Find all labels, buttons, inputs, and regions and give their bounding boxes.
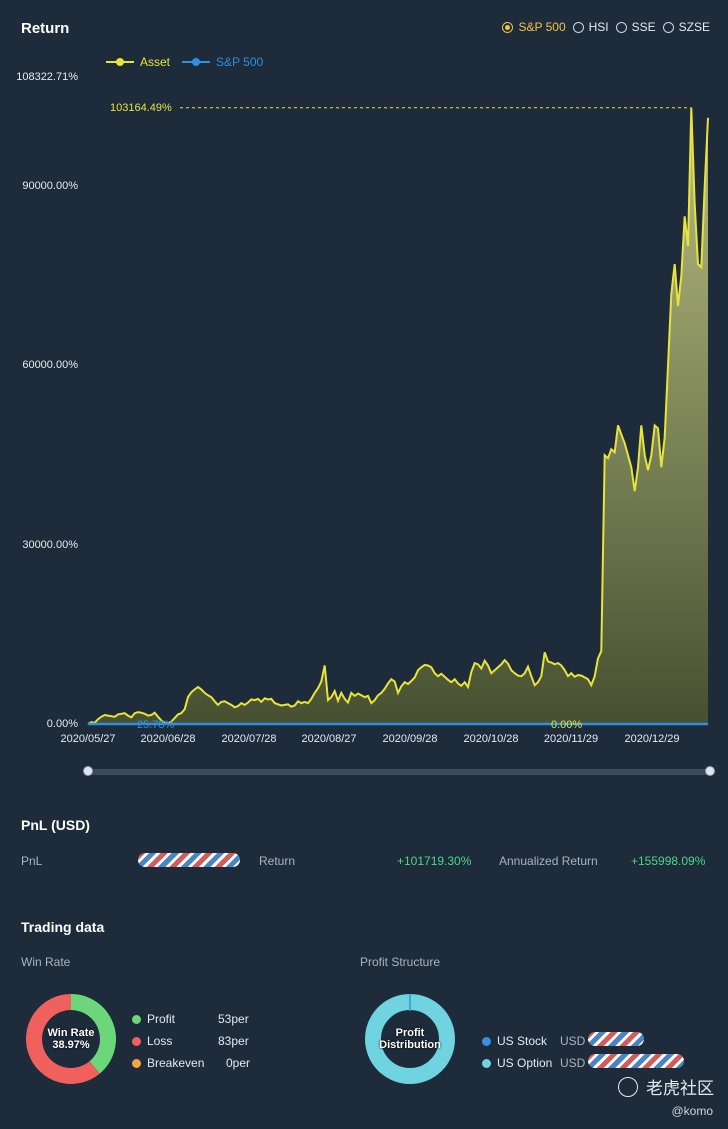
legend-benchmark[interactable]: S&P 500: [182, 55, 263, 69]
tiger-logo-icon: [618, 1076, 638, 1097]
us-stock-dot-icon: [482, 1036, 491, 1046]
benchmark-option-sp500[interactable]: S&P 500: [502, 20, 566, 34]
radio-icon: [615, 21, 627, 33]
annualized-return-label: Annualized Return: [499, 854, 598, 868]
watermark: 老虎社区: [618, 1074, 714, 1099]
benchmark-zero-label: 0.00%: [551, 719, 583, 731]
x-tick-label: 2020/11/29: [543, 733, 599, 745]
profit-value: 53per: [218, 1012, 249, 1026]
x-tick-label: 2020/06/28: [140, 733, 196, 745]
breakeven-value: 0per: [226, 1056, 251, 1070]
return-chart[interactable]: [0, 0, 728, 760]
x-tick-label: 2020/10/28: [463, 733, 519, 745]
benchmark-label: S&P 500: [518, 20, 566, 34]
us-option-currency: USD: [560, 1056, 586, 1070]
win-rate-center-text: Win Rate 38.97%: [26, 1027, 116, 1051]
max-value-label: 103164.49%: [110, 102, 172, 114]
x-tick-label: 2020/07/28: [221, 733, 277, 745]
legend-breakeven: Breakeven: [132, 1056, 204, 1070]
chart-legend: Asset S&P 500: [106, 55, 263, 69]
legend-asset[interactable]: Asset: [106, 55, 170, 69]
profit-distribution-donut[interactable]: [365, 994, 455, 1084]
legend-asset-label: Asset: [140, 55, 171, 69]
annualized-return-value: +155998.09%: [631, 854, 706, 868]
win-rate-center-value: 38.97%: [52, 1039, 90, 1051]
x-tick-label: 2020/08/27: [301, 733, 357, 745]
legend-line-icon: [106, 58, 134, 66]
profit-dot-icon: [132, 1014, 141, 1024]
y-tick-label: 30000.00%: [22, 539, 78, 551]
us-stock-label: US Stock: [497, 1034, 548, 1048]
benchmark-label: SZSE: [678, 20, 710, 34]
profit-structure-label: Profit Structure: [360, 955, 441, 969]
benchmark-option-hsi[interactable]: HSI: [572, 20, 609, 34]
x-tick-label: 2020/12/29: [624, 733, 680, 745]
us-stock-currency: USD: [560, 1034, 586, 1048]
pnl-label: PnL: [21, 854, 43, 868]
profit-label: Profit: [147, 1012, 176, 1026]
radio-icon: [572, 21, 584, 33]
y-tick-label: 60000.00%: [22, 359, 78, 371]
win-rate-loss-segment[interactable]: [26, 994, 100, 1084]
us-stock-value-masked: [588, 1032, 644, 1046]
benchmark-selector: S&P 500 HSI SSE SZSE: [502, 20, 710, 34]
return-value: +101719.30%: [397, 854, 472, 868]
profit-center-line2: Distribution: [379, 1039, 441, 1051]
y-tick-label: 108322.71%: [16, 71, 78, 83]
win-rate-label: Win Rate: [21, 955, 71, 969]
legend-benchmark-label: S&P 500: [216, 55, 264, 69]
benchmark-option-sse[interactable]: SSE: [615, 20, 656, 34]
us-option-value-masked: [588, 1054, 684, 1068]
asset-area: [88, 107, 708, 725]
asset-line[interactable]: [87, 107, 709, 725]
legend-loss: Loss: [132, 1034, 172, 1048]
win-rate-center-line1: Win Rate: [47, 1027, 95, 1039]
loss-value: 83per: [218, 1034, 249, 1048]
breakeven-label: Breakeven: [147, 1056, 205, 1070]
benchmark-label: HSI: [588, 20, 609, 34]
loss-dot-icon: [132, 1036, 141, 1046]
benchmark-label: SSE: [631, 20, 656, 34]
return-label: Return: [259, 854, 296, 868]
legend-line-icon: [182, 58, 211, 66]
x-tick-label: 2020/09/28: [382, 733, 438, 745]
chart-title: Return: [21, 20, 70, 37]
benchmark-option-szse[interactable]: SZSE: [662, 20, 710, 34]
legend-profit: Profit: [132, 1012, 175, 1026]
range-slider[interactable]: [83, 766, 715, 776]
pnl-title: PnL (USD): [21, 817, 90, 833]
legend-us-stock: US Stock: [482, 1034, 547, 1048]
radio-icon: [502, 21, 514, 33]
author-handle: @komo: [671, 1104, 713, 1118]
us-option-dot-icon: [482, 1058, 491, 1068]
profit-center-line1: Profit: [395, 1027, 425, 1039]
legend-us-option: US Option: [482, 1056, 552, 1070]
radio-icon: [662, 21, 674, 33]
y-tick-label: 0.00%: [46, 718, 78, 730]
y-tick-label: 90000.00%: [22, 180, 78, 192]
win-rate-profit-segment[interactable]: [70, 994, 116, 1074]
watermark-text: 老虎社区: [646, 1079, 714, 1098]
win-rate-donut[interactable]: [26, 994, 116, 1084]
pnl-value-masked: [138, 853, 240, 867]
profit-center-text: Profit Distribution: [365, 1027, 455, 1051]
trading-data-title: Trading data: [21, 919, 105, 935]
loss-label: Loss: [147, 1034, 173, 1048]
x-tick-label: 2020/05/27: [60, 733, 116, 745]
range-start-handle[interactable]: [83, 766, 93, 776]
us-option-label: US Option: [497, 1056, 553, 1070]
range-end-handle[interactable]: [705, 766, 715, 776]
benchmark-start-label: 25.78%: [137, 719, 175, 731]
breakeven-dot-icon: [132, 1058, 141, 1068]
